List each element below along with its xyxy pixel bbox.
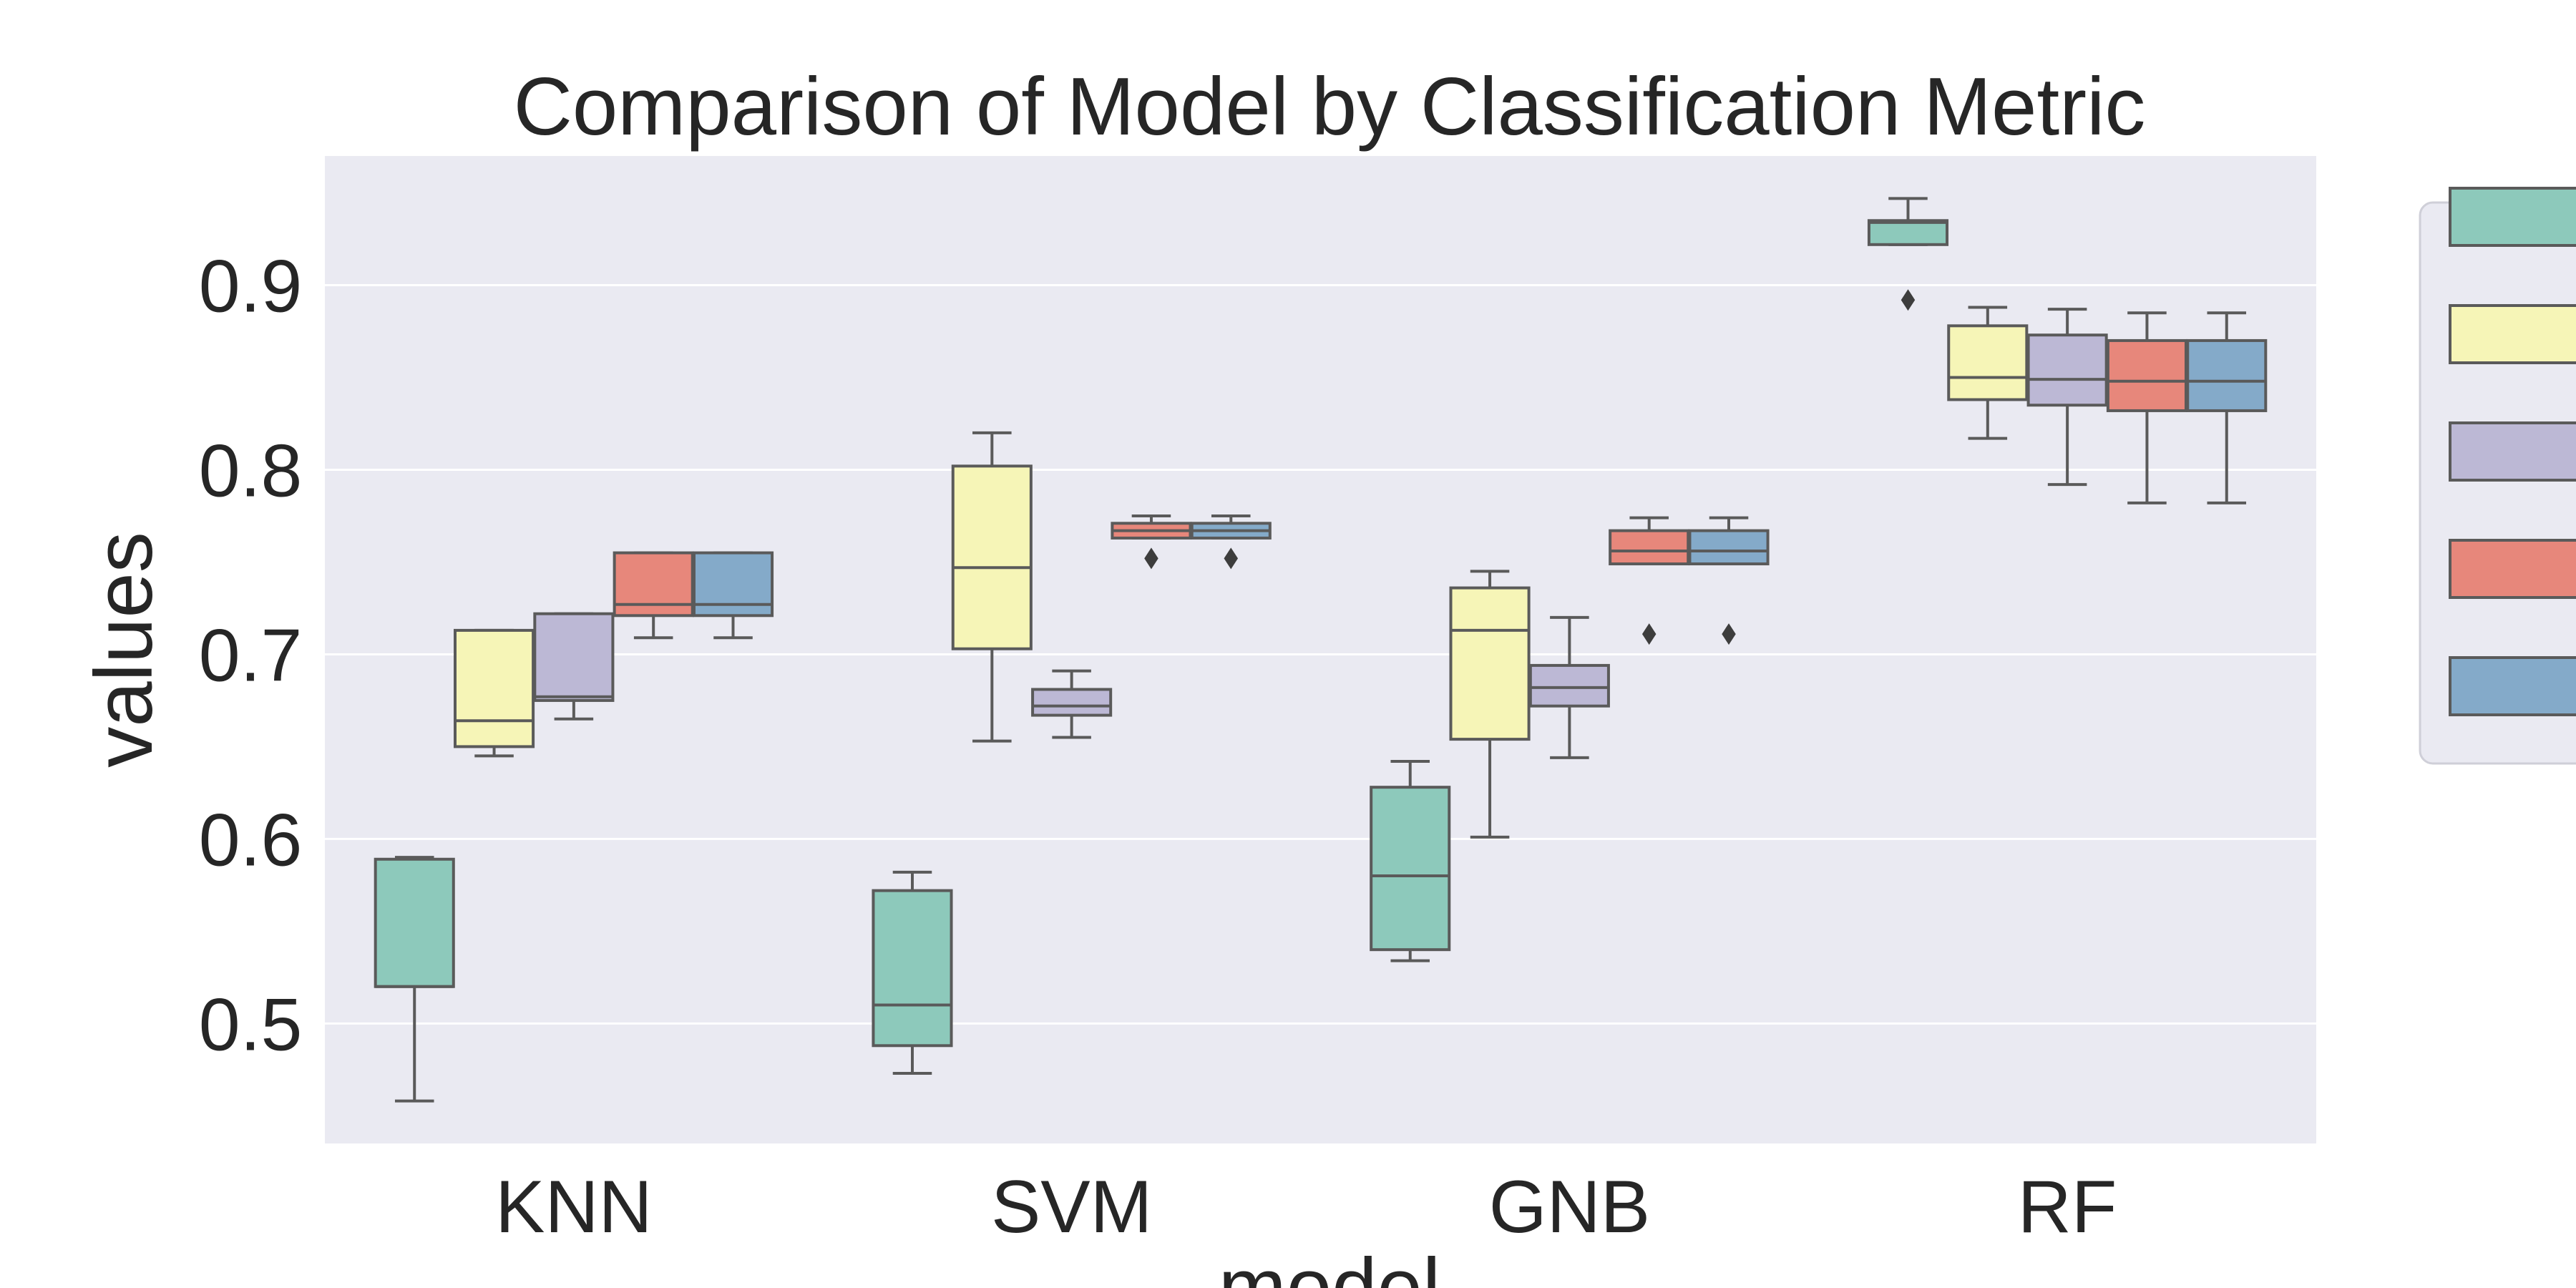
box <box>1370 786 1451 952</box>
box <box>1688 529 1770 566</box>
box <box>2026 333 2108 407</box>
y-axis-ticks: 0.5 0.6 0.7 0.8 0.9 <box>199 245 303 1067</box>
x-axis-label: model <box>1219 1242 1441 1288</box>
box-series-group <box>374 197 2268 1103</box>
legend-swatch <box>2449 187 2576 247</box>
box <box>533 612 615 702</box>
legend-swatch <box>2449 304 2576 364</box>
y-tick-label: 0.5 <box>199 983 303 1066</box>
outlier-point <box>1144 547 1158 570</box>
y-tick-label: 0.9 <box>199 245 303 328</box>
x-tick-label: KNN <box>495 1166 653 1249</box>
box <box>613 551 694 618</box>
legend-swatch <box>2449 656 2576 716</box>
outlier-point <box>1224 547 1239 570</box>
legend-swatch <box>2449 421 2576 482</box>
box <box>872 889 953 1048</box>
box <box>2186 338 2268 412</box>
legend-swatch <box>2449 539 2576 599</box>
outlier-point <box>1641 623 1657 645</box>
box <box>692 551 774 618</box>
box <box>1031 688 1113 717</box>
box <box>1449 586 1531 741</box>
box <box>951 464 1033 650</box>
box <box>454 628 535 748</box>
box <box>374 857 455 988</box>
y-axis-label: values <box>79 532 170 768</box>
legend <box>2419 187 2576 765</box>
outlier-point <box>1901 289 1916 311</box>
box <box>2106 338 2187 412</box>
x-tick-label: RF <box>2018 1166 2117 1249</box>
box <box>1947 324 2029 401</box>
box <box>1528 663 1610 708</box>
outlier-point <box>1722 623 1736 645</box>
y-tick-label: 0.7 <box>199 614 303 697</box>
plot-area <box>325 156 2316 1143</box>
y-tick-label: 0.8 <box>199 430 303 513</box>
x-tick-label: GNB <box>1489 1166 1650 1249</box>
x-tick-label: SVM <box>991 1166 1152 1249</box>
box <box>1609 529 1690 566</box>
y-tick-label: 0.6 <box>199 799 303 882</box>
chart-title: Comparison of Model by Classification Me… <box>514 62 2146 152</box>
x-axis-ticks: KNN SVM GNB RF <box>495 1166 2117 1249</box>
box <box>1867 219 1949 246</box>
gridlines <box>325 284 2316 1025</box>
